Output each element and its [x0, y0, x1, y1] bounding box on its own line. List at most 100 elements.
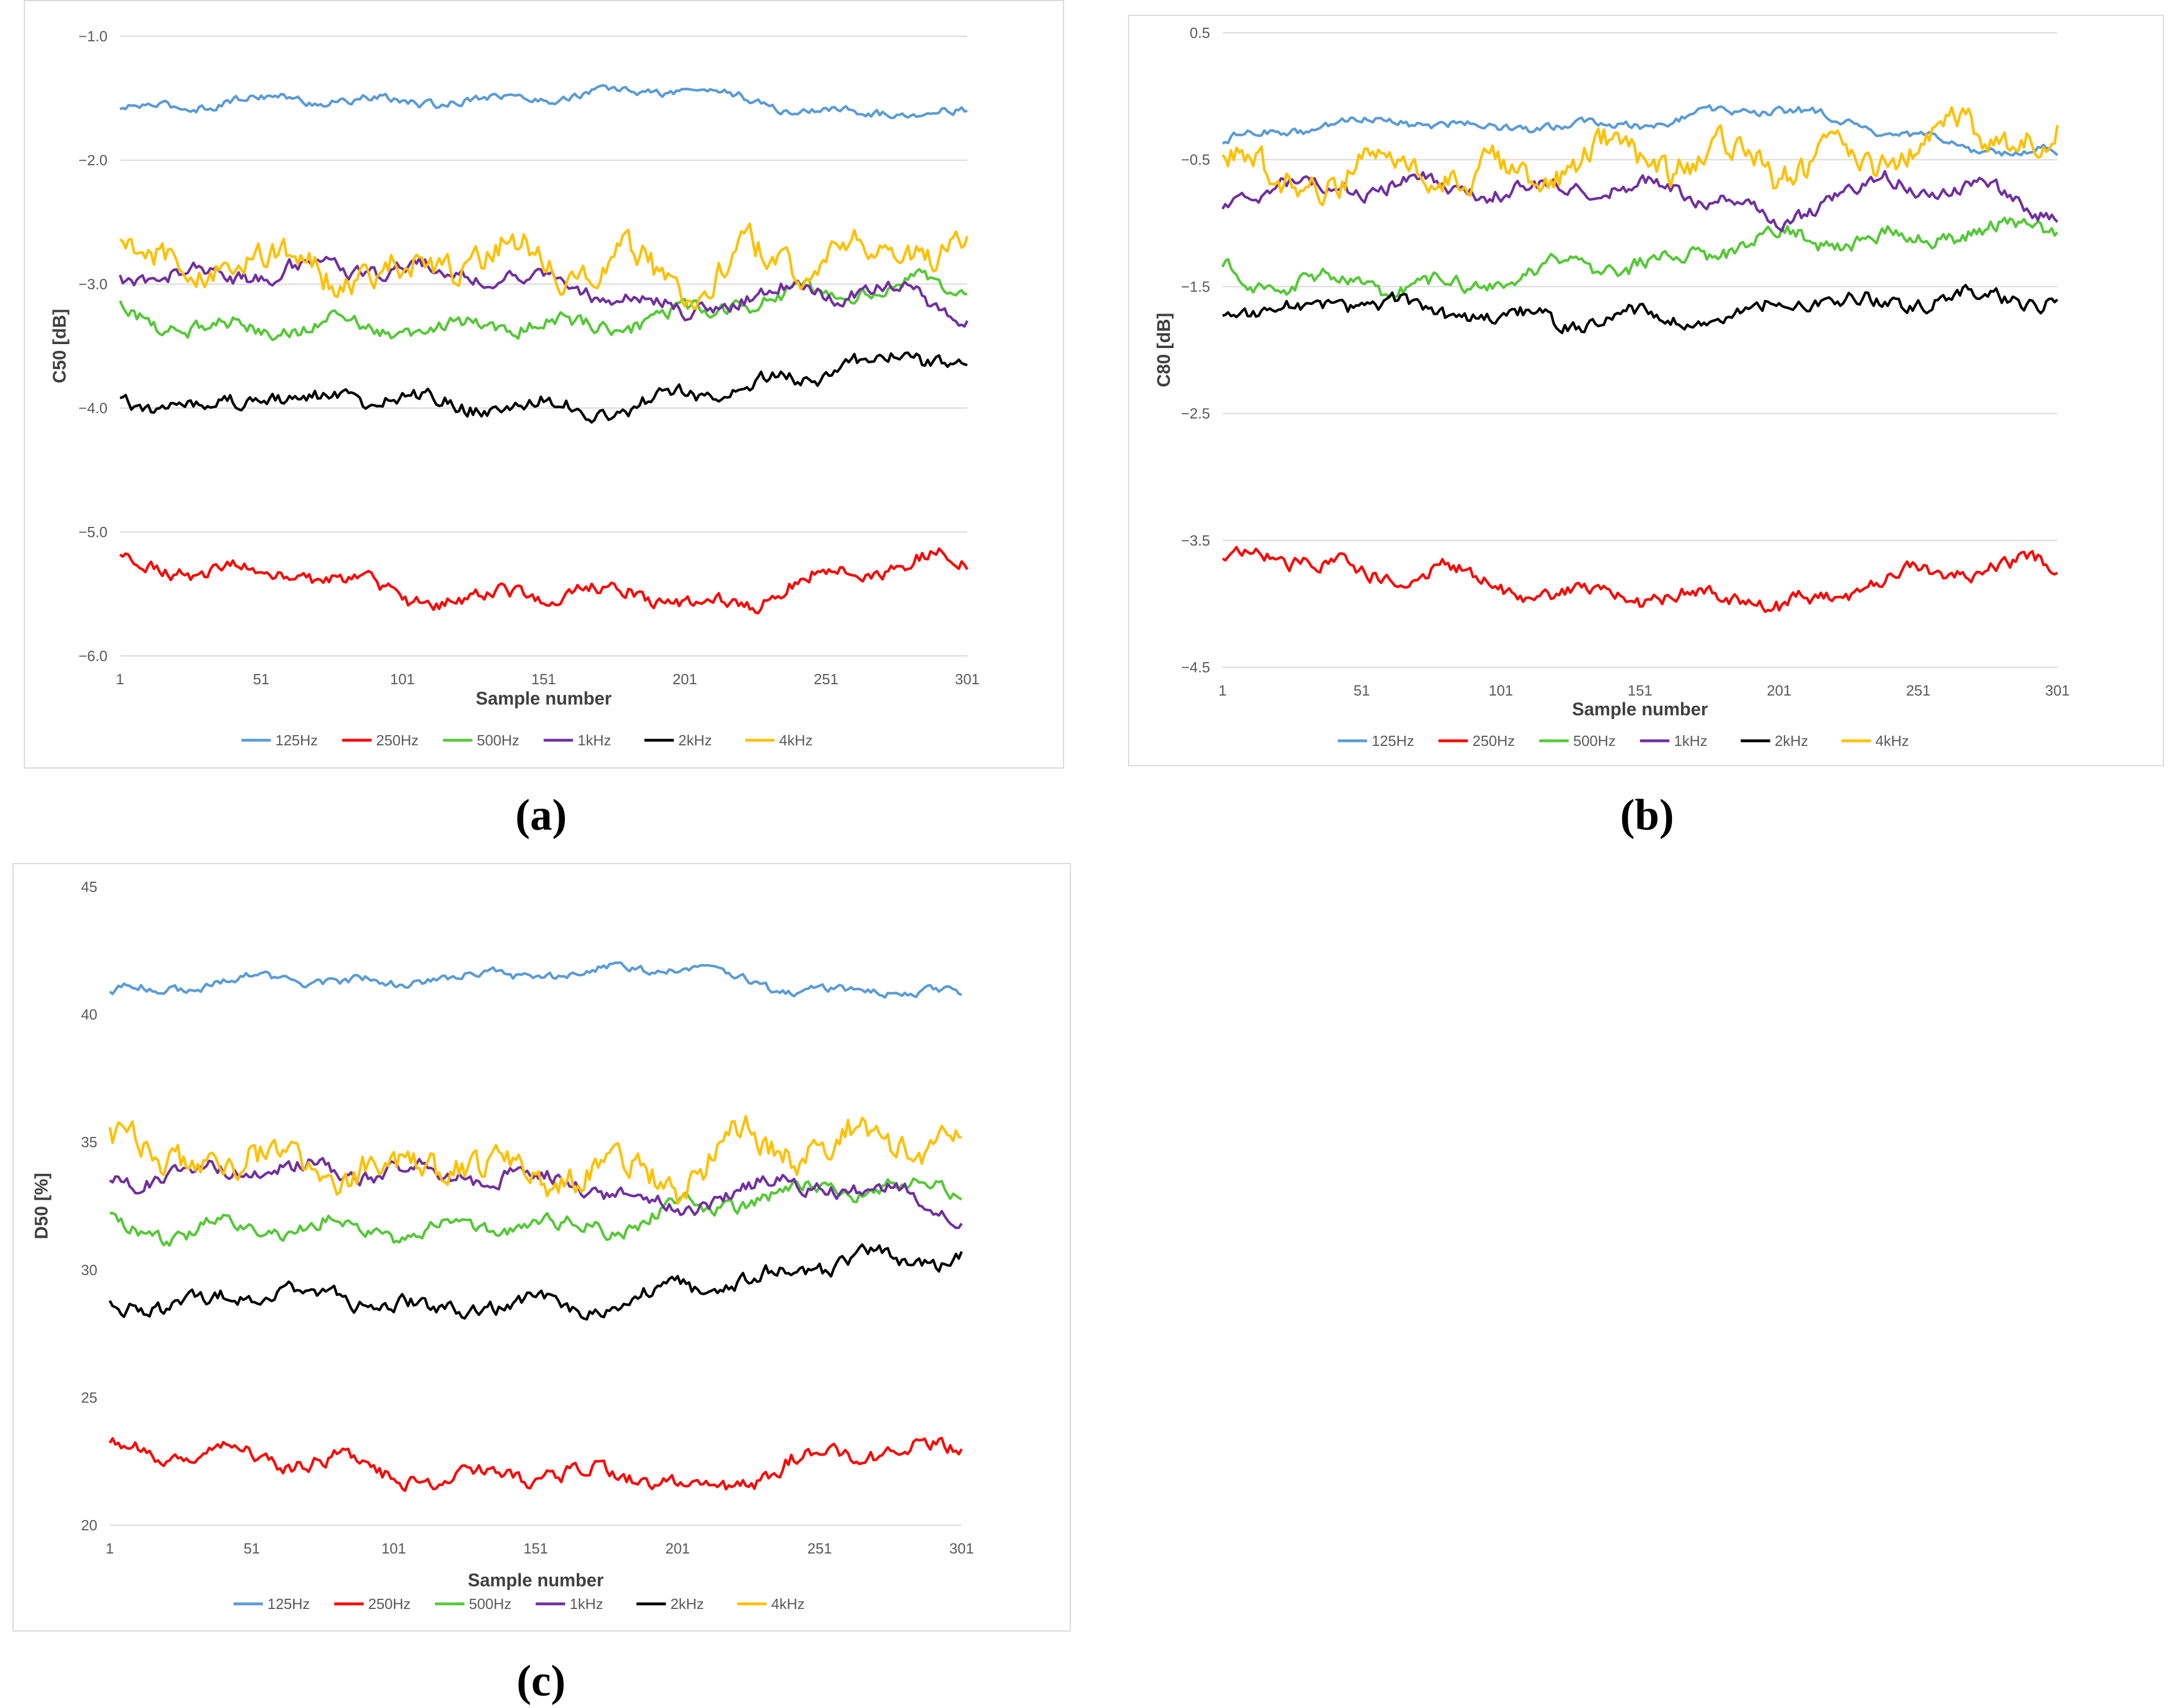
legend-item-250Hz: 250Hz	[334, 1595, 411, 1612]
x-tick-label: 251	[1906, 682, 1930, 699]
x-tick-label: 301	[949, 1540, 974, 1557]
x-axis-title: Sample number	[468, 1570, 603, 1590]
y-tick-label: 20	[81, 1517, 97, 1534]
y-tick-label: −2.0	[79, 152, 108, 169]
y-axis-title: D50 [%]	[31, 1173, 52, 1239]
x-tick-label: 151	[1628, 682, 1652, 699]
y-tick-label: −2.5	[1181, 405, 1210, 422]
x-tick-label: 51	[1353, 682, 1370, 699]
legend-label: 125Hz	[268, 1595, 310, 1612]
legend-label: 2kHz	[1775, 732, 1808, 749]
x-tick-label: 101	[390, 671, 414, 688]
series-line-4kHz	[1221, 106, 2059, 207]
chart-b-svg: 0.5−0.5−1.5−2.5−3.5−4.51 51 101 151 201 251 30…	[1154, 24, 2070, 749]
y-axis-title: C50 [dB]	[49, 309, 70, 384]
series-line-125Hz	[119, 84, 968, 119]
series-line-2kHz	[1222, 284, 2059, 334]
y-tick-label: −1.5	[1181, 278, 1210, 295]
x-tick-label: 301	[2045, 682, 2069, 699]
y-tick-label: 45	[81, 878, 97, 895]
series-line-1kHz	[109, 1157, 963, 1230]
x-tick-label: 201	[672, 671, 697, 688]
x-tick-label: 151	[531, 671, 556, 688]
chart-a-svg: −1.0−2.0−3.0−4.0−5.0−6.01 51 101 151 201 251 3…	[49, 28, 980, 749]
legend-item-250Hz: 250Hz	[1438, 732, 1515, 749]
legend-label: 250Hz	[376, 732, 419, 749]
legend-label: 250Hz	[1473, 732, 1515, 749]
legend-item-4kHz: 4kHz	[737, 1595, 805, 1612]
chart-panel-a: −1.0 −2.0 −3.0 −4.0 −5.0 −6.0 1 51 101 151 201 251 3…	[24, 0, 1064, 769]
legend-label: 4kHz	[779, 732, 813, 749]
legend-item-125Hz: 125Hz	[233, 1595, 310, 1612]
x-axis-title: Sample number	[1572, 699, 1708, 719]
chart-panel-b: 0.5 −0.5 −1.5 −2.5 −3.5 −4.5 1 51 101 151 201 251 30…	[1128, 15, 2164, 766]
legend-item-2kHz: 2kHz	[1740, 732, 1808, 749]
legend-label: 1kHz	[578, 732, 611, 749]
legend-item-2kHz: 2kHz	[644, 732, 712, 749]
x-tick-label: 251	[814, 671, 838, 688]
y-tick-label: 25	[81, 1389, 97, 1406]
y-tick-label: −4.0	[79, 400, 108, 417]
x-tick-label: 1	[106, 1540, 114, 1557]
chart-panel-c: 45 40 35 30 25 20 1 51 101 151 201 251 301 Sample num…	[12, 863, 1071, 1632]
legend-label: 2kHz	[679, 732, 712, 749]
series-line-2kHz	[119, 351, 968, 424]
y-tick-label: 40	[81, 1006, 97, 1023]
series-line-125Hz	[109, 961, 962, 999]
series-line-4kHz	[108, 1115, 962, 1205]
legend-item-125Hz: 125Hz	[241, 732, 318, 749]
series-line-125Hz	[1222, 104, 2059, 157]
legend-item-1kHz: 1kHz	[1640, 732, 1708, 749]
legend-label: 500Hz	[469, 1595, 512, 1612]
series-line-250Hz	[119, 547, 968, 615]
legend-item-4kHz: 4kHz	[745, 732, 813, 749]
x-tick-label: 151	[524, 1540, 548, 1557]
legend-label: 500Hz	[1573, 732, 1616, 749]
x-tick-label: 1	[1219, 682, 1227, 699]
legend-item-250Hz: 250Hz	[342, 732, 419, 749]
legend-label: 4kHz	[1876, 732, 1909, 749]
legend-label: 1kHz	[570, 1595, 603, 1612]
x-tick-label: 201	[1767, 682, 1791, 699]
legend-label: 250Hz	[368, 1595, 411, 1612]
y-axis-title: C80 [dB]	[1154, 313, 1174, 388]
legend-label: 4kHz	[771, 1595, 805, 1612]
legend-label: 2kHz	[671, 1595, 704, 1612]
x-tick-label: 51	[243, 1540, 260, 1557]
legend-item-500Hz: 500Hz	[443, 732, 520, 749]
legend-label: 500Hz	[477, 732, 520, 749]
series-line-2kHz	[109, 1243, 963, 1321]
series-line-500Hz	[118, 268, 968, 341]
series-line-250Hz	[109, 1436, 963, 1492]
x-tick-label: 251	[807, 1540, 831, 1557]
legend-item-500Hz: 500Hz	[435, 1595, 512, 1612]
y-tick-label: −1.0	[79, 28, 108, 45]
y-tick-label: 35	[81, 1134, 97, 1151]
y-tick-label: 0.5	[1190, 24, 1210, 41]
y-tick-label: −0.5	[1181, 151, 1210, 168]
series-line-4kHz	[119, 222, 969, 310]
series-line-1kHz	[118, 255, 969, 328]
series-line-1kHz	[1221, 170, 2059, 233]
legend-item-4kHz: 4kHz	[1841, 732, 1909, 749]
legend-item-1kHz: 1kHz	[535, 1595, 603, 1612]
legend-label: 125Hz	[1372, 732, 1414, 749]
x-tick-label: 101	[1489, 682, 1513, 699]
caption-c: (c)	[516, 1656, 566, 1705]
y-tick-label: −5.0	[79, 523, 108, 540]
x-axis-title: Sample number	[475, 688, 611, 709]
y-tick-label: −3.5	[1181, 532, 1210, 549]
y-tick-label: −4.5	[1181, 659, 1210, 676]
x-tick-label: 1	[116, 671, 124, 688]
legend-item-2kHz: 2kHz	[636, 1595, 704, 1612]
x-tick-label: 101	[381, 1540, 406, 1557]
y-tick-label: −6.0	[79, 647, 108, 664]
x-tick-label: 201	[666, 1540, 690, 1557]
series-line-500Hz	[1221, 216, 2059, 299]
legend-item-1kHz: 1kHz	[543, 732, 611, 749]
y-tick-label: −3.0	[79, 276, 108, 293]
legend-label: 1kHz	[1674, 732, 1708, 749]
series-line-500Hz	[109, 1177, 963, 1247]
legend-label: 125Hz	[276, 732, 318, 749]
